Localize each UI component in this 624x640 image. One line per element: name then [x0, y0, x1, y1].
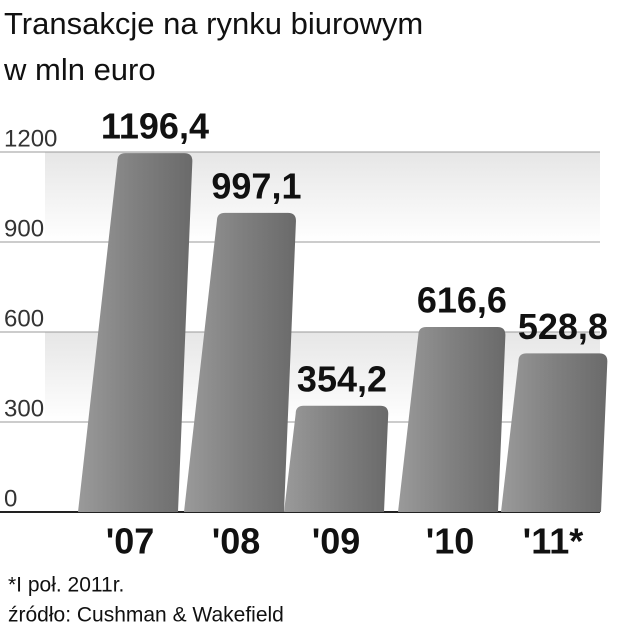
value-label: 528,8	[518, 306, 608, 347]
y-tick-label: 300	[4, 395, 44, 422]
x-tick-label: '08	[212, 521, 261, 562]
bar	[501, 353, 608, 512]
value-label: 1196,4	[101, 106, 209, 147]
value-label: 997,1	[211, 165, 301, 206]
y-tick-label: 900	[4, 215, 44, 242]
value-label: 354,2	[297, 358, 387, 399]
plot: 0 300 600 900 1200 1196,4 '07 997,1 '08 354,2 '09 6…	[0, 106, 608, 562]
y-tick-label: 600	[4, 305, 44, 332]
x-tick-label: '07	[106, 521, 155, 562]
x-tick-label: '11*	[523, 521, 584, 562]
y-tick-label: 0	[4, 485, 17, 512]
footnote: *I poł. 2011r.	[8, 574, 124, 597]
source: źródło: Cushman & Wakefield	[8, 604, 284, 627]
bar	[284, 405, 389, 512]
chart-subtitle: w mln euro	[3, 52, 156, 87]
y-tick-label: 1200	[4, 125, 57, 152]
bar	[78, 153, 193, 512]
bar	[398, 327, 506, 512]
bar	[184, 212, 296, 512]
value-label: 616,6	[417, 280, 507, 321]
chart-title: Transakcje na rynku biurowym	[4, 6, 423, 41]
x-tick-label: '10	[426, 521, 475, 562]
x-tick-label: '09	[312, 521, 361, 562]
